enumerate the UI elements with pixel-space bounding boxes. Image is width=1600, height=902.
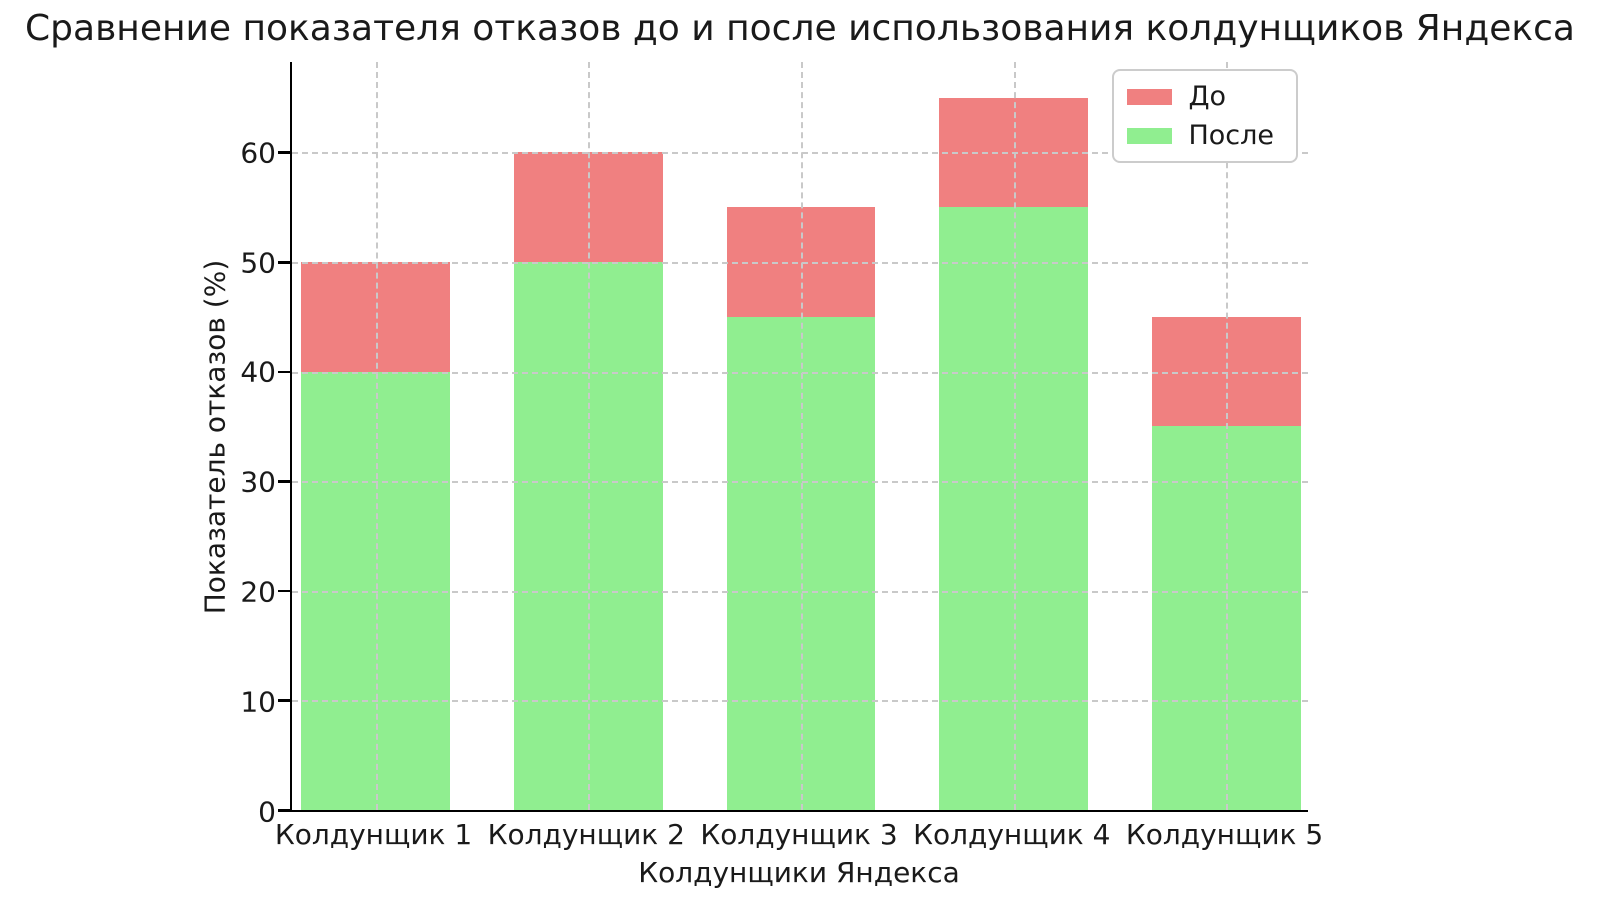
- plot-area: До После: [278, 62, 1308, 812]
- legend-label-before: До: [1188, 81, 1227, 112]
- y-tick-mark: [278, 589, 290, 593]
- gridline-horizontal: [292, 481, 1308, 484]
- y-tick-mark: [278, 151, 290, 154]
- y-tick-mark: [278, 261, 290, 264]
- y-axis-label: Показатель отказов (%): [198, 259, 232, 615]
- gridline-vertical: [801, 62, 803, 810]
- y-tick-label: 10: [240, 685, 276, 719]
- legend-swatch-after: [1127, 127, 1173, 144]
- gridline-horizontal: [292, 262, 1308, 264]
- gridline-horizontal: [292, 152, 1308, 155]
- gridline-horizontal: [292, 371, 1308, 374]
- x-tick-label: Колдунщик 4: [913, 818, 1111, 851]
- x-tick-label: Колдунщик 1: [274, 818, 473, 851]
- y-tick-label: 60: [240, 136, 276, 170]
- x-tick-label: Колдунщик 2: [487, 818, 685, 851]
- x-tick-label: Колдунщик 3: [700, 818, 898, 851]
- gridline-horizontal: [292, 590, 1308, 593]
- legend-label-after: После: [1188, 120, 1274, 151]
- legend-item-before: До: [1127, 81, 1274, 112]
- legend: До После: [1112, 69, 1298, 163]
- y-tick-label: 30: [240, 465, 276, 499]
- y-tick-mark: [278, 480, 290, 483]
- gridline-vertical: [375, 62, 378, 810]
- x-tick-label: Колдунщик 5: [1125, 818, 1324, 851]
- y-tick-mark: [278, 699, 290, 702]
- y-tick-label: 50: [240, 246, 276, 280]
- chart-title: Сравнение показателя отказов до и после …: [25, 8, 1575, 49]
- y-tick-mark: [278, 370, 290, 374]
- x-axis-label: Колдунщики Яндекса: [638, 856, 960, 889]
- bar-after-2: [513, 262, 663, 810]
- y-tick-mark: [278, 809, 290, 812]
- legend-swatch-before: [1127, 88, 1173, 105]
- gridline-horizontal: [292, 700, 1308, 703]
- bar-after-3: [726, 316, 876, 810]
- y-tick-label: 0: [258, 795, 276, 829]
- gridline-vertical: [588, 62, 591, 810]
- y-tick-label: 20: [240, 575, 276, 609]
- legend-item-after: После: [1127, 120, 1274, 151]
- gridline-vertical: [1226, 62, 1229, 810]
- gridline-vertical: [1013, 62, 1016, 810]
- y-tick-label: 40: [240, 355, 276, 389]
